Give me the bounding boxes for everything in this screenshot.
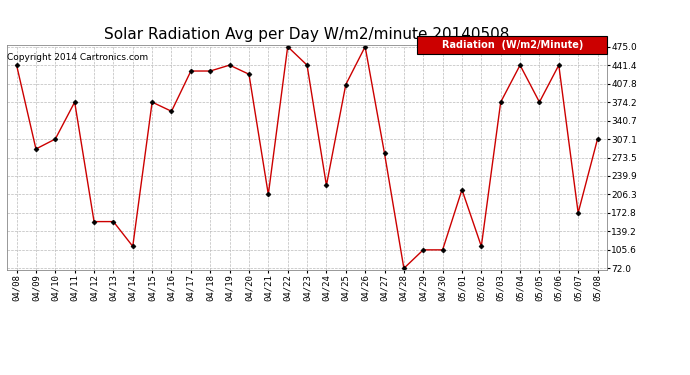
Title: Solar Radiation Avg per Day W/m2/minute 20140508: Solar Radiation Avg per Day W/m2/minute … (104, 27, 510, 42)
Text: Copyright 2014 Cartronics.com: Copyright 2014 Cartronics.com (7, 53, 148, 62)
Text: Radiation  (W/m2/Minute): Radiation (W/m2/Minute) (442, 40, 583, 50)
